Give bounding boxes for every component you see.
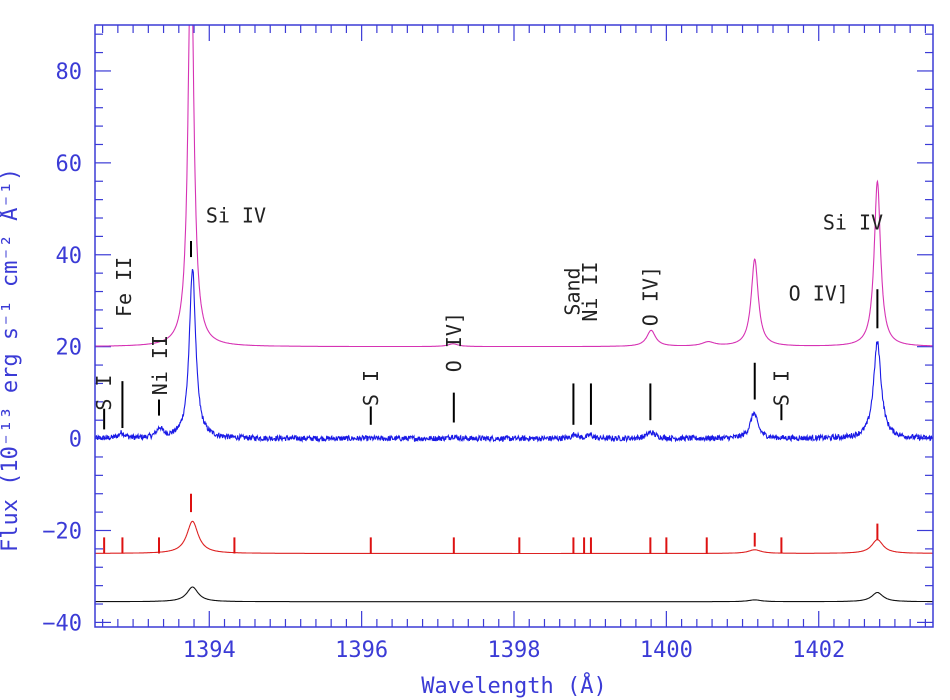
spectrum-line-3 (95, 520, 933, 555)
line-label: O IV] (442, 312, 466, 372)
y-tick-label: 20 (56, 336, 83, 361)
plot-area: 1394 1396 1398 1400 1402 −40 −20 0 20 40 60 80 S I Fe… (42, 25, 933, 663)
y-axis-title: Flux (10⁻¹³ erg s⁻¹ cm⁻² Å⁻¹) (0, 168, 23, 552)
y-tick-label: −40 (42, 611, 82, 636)
x-tick-label: 1398 (488, 638, 541, 663)
line-label: S I (359, 370, 383, 406)
spectrum-line-1 (95, 25, 933, 348)
line-label: O IV] (789, 282, 849, 306)
y-tick-label: 60 (56, 152, 83, 177)
spectrum-line-4 (95, 586, 933, 603)
spectrum-line-2 (95, 268, 933, 444)
line-label: Si IV (823, 210, 883, 234)
y-tick-label: 0 (69, 428, 82, 453)
line-label: Fe II (112, 257, 136, 317)
line-label: Ni II (578, 261, 602, 321)
x-tick-label: 1400 (640, 638, 693, 663)
line-label: Sand (561, 267, 585, 315)
x-tick-label: 1394 (183, 638, 236, 663)
x-tick-label: 1402 (792, 638, 845, 663)
x-axis-title: Wavelength (Å) (421, 672, 606, 699)
line-label: Ni II (148, 335, 172, 395)
line-label: S I (769, 370, 793, 406)
y-tick-label: −20 (42, 519, 82, 544)
x-tick-label: 1396 (335, 638, 388, 663)
y-tick-label: 80 (56, 60, 83, 85)
line-label: O IV] (638, 266, 662, 326)
line-label: Si IV (206, 204, 266, 228)
y-tick-label: 40 (56, 244, 83, 269)
line-label: S I (92, 375, 116, 411)
plot-frame (94, 24, 934, 628)
